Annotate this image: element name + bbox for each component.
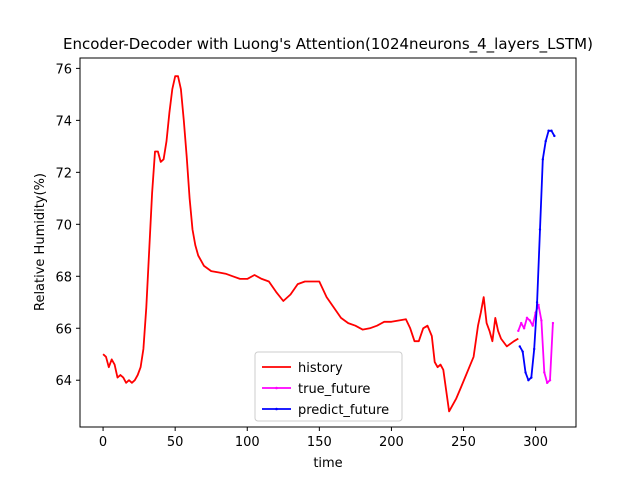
x-tick-label: 0 [99,435,107,450]
y-tick-label: 74 [55,114,72,129]
data-point [547,129,550,132]
data-point [538,228,542,231]
legend-label: predict_future [298,403,389,418]
y-tick-label: 70 [55,218,72,233]
data-point [517,329,520,333]
y-tick-label: 72 [55,166,72,181]
data-point [550,129,553,132]
data-point [532,347,536,351]
data-point [531,324,534,327]
series-layer [102,75,556,413]
data-point [548,379,552,382]
data-point [540,319,543,322]
data-point [535,301,539,304]
x-axis: 0 50 100 150 200 250 300 [99,427,548,450]
data-point [518,345,521,348]
chart-title: Encoder-Decoder with Luong's Attention(1… [63,35,593,54]
data-point [543,371,546,374]
x-tick-label: 150 [307,435,332,450]
data-point [545,381,549,385]
x-tick-label: 250 [451,435,476,450]
series-line-history [102,75,519,413]
data-point [551,321,555,325]
data-point [530,376,533,379]
data-point [537,303,540,307]
plot-frame [79,57,577,428]
y-axis: 64 66 68 70 72 74 76 [55,62,80,389]
data-point [525,316,529,320]
data-point [524,371,527,374]
legend-label: true_future [298,382,370,397]
legend-marker [275,407,278,411]
x-tick-label: 100 [235,435,260,450]
data-point [527,379,530,382]
data-point [528,319,532,322]
y-tick-label: 66 [55,322,72,337]
data-point [520,321,523,325]
x-tick-label: 200 [379,435,404,450]
x-axis-label: time [313,456,342,471]
data-point [553,134,556,138]
y-tick-label: 76 [55,62,72,77]
x-tick-label: 300 [523,435,548,450]
data-point [541,158,545,161]
y-tick-label: 64 [55,374,72,389]
legend-label: history [298,361,343,376]
plot-area: 0 50 100 150 200 250 300 64 66 68 70 72 74 76 [55,57,577,450]
data-point [544,139,547,143]
legend-marker [275,386,278,390]
x-tick-label: 50 [167,435,184,450]
legend-box [254,351,403,422]
data-point [522,327,526,330]
y-axis-label: Relative Humidity(%) [33,173,48,311]
y-tick-label: 68 [55,270,72,285]
data-point [521,350,524,353]
legend: history true_future predict_future [254,351,403,422]
